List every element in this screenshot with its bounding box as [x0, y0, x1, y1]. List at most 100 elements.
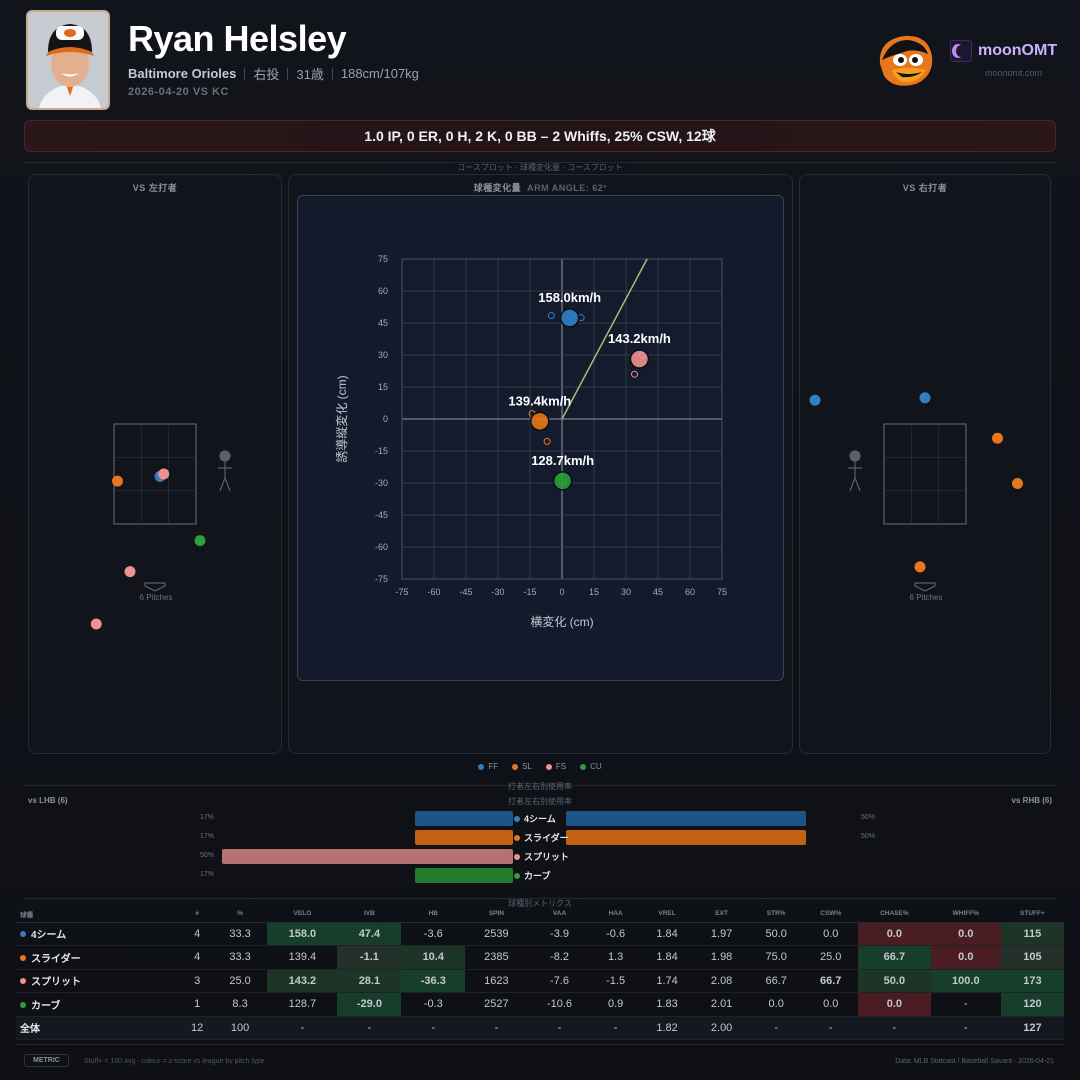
table-cell: -3.9 — [527, 922, 592, 946]
table-cell: - — [267, 1016, 338, 1040]
table-cell: 3 — [181, 969, 213, 993]
table-cell: - — [858, 1016, 931, 1040]
usage-pitch-label: カーブ — [514, 869, 550, 882]
table-cell: 127 — [1000, 1016, 1064, 1040]
pitch-dot-icon — [514, 853, 520, 860]
player-photo — [26, 10, 110, 110]
table-cell: -36.3 — [401, 969, 466, 993]
table-cell: - — [591, 1016, 640, 1040]
location-plot-rhb — [809, 392, 1023, 592]
location-plot-lhb — [90, 423, 232, 630]
location-pitch-SL — [112, 475, 123, 487]
velo-label-FS: 143.2km/h — [608, 331, 671, 346]
table-cell: 2.08 — [694, 969, 749, 993]
location-pitch-SL — [914, 561, 926, 573]
table-cell: 2385 — [465, 945, 528, 970]
table-cell: 1.98 — [694, 945, 749, 970]
movement-chart: -75 -60 -45 -30 -15 0 15 30 45 60 75 75 60 45 30 15 0 -15… — [334, 254, 727, 629]
legend-dot-icon — [580, 763, 587, 770]
y-tick-label: 0 — [383, 414, 388, 424]
home-plate-icon — [144, 582, 166, 592]
pitch-count-rhb: 6 Pitches — [909, 593, 943, 602]
metrics-header-cell: # — [181, 906, 213, 923]
table-cell: 143.2 — [267, 969, 338, 993]
usage-pitch-name: 4シーム — [524, 814, 556, 824]
x-tick-label: -15 — [523, 587, 536, 597]
divider — [244, 67, 246, 80]
plot-border — [401, 258, 723, 580]
table-cell: 100.0 — [930, 969, 1001, 993]
metrics-divider — [24, 898, 1056, 899]
usage-bar-lhb — [414, 868, 513, 883]
metrics-table: 球種 #% VELO IVB HB SPIN VAA HAA VREL EXT STR% CSW% CH… — [16, 906, 1064, 1040]
usage-row-FS: 50% スプリット — [0, 849, 1080, 864]
usage-pct-lhb: 17% — [200, 833, 215, 840]
location-pitch-FF — [919, 392, 931, 404]
location-pitch-SL — [992, 432, 1003, 444]
table-cell: 0.0 — [803, 992, 859, 1017]
y-tick-label: 60 — [378, 286, 388, 296]
table-cell: 66.7 — [803, 969, 859, 993]
legend-dot-icon — [545, 763, 552, 770]
usage-pct-lhb: 17% — [200, 871, 215, 878]
table-cell: 2.00 — [694, 1016, 749, 1040]
table-cell: - — [930, 1016, 1001, 1040]
table-cell: -10.6 — [527, 992, 592, 1017]
usage-pitch-name: カーブ — [524, 871, 551, 881]
usage-bar-lhb — [222, 849, 513, 864]
table-cell: 1.83 — [639, 992, 695, 1017]
y-tick-label: -75 — [375, 574, 388, 584]
y-tick-label: 75 — [378, 254, 388, 264]
metrics-header-cell: VAA — [527, 906, 592, 923]
table-cell: 4 — [181, 922, 213, 946]
pitch-avg-CU — [552, 471, 573, 491]
metrics-header-cell: HB — [401, 906, 466, 923]
table-cell: 4 — [181, 945, 213, 970]
metrics-header-cell: % — [212, 906, 268, 923]
y-tick-label: 15 — [378, 382, 388, 392]
game-summary: 1.0 IP, 0 ER, 0 H, 2 K, 0 BB – 2 Whiffs,… — [24, 120, 1056, 152]
metrics-header-cell: 球種 — [16, 906, 182, 923]
table-cell: カーブ — [16, 992, 182, 1017]
legend-item-FF: FF — [478, 762, 498, 771]
player-body: 188cm/107kg — [340, 66, 419, 81]
panel-movement: 球種変化量 ARM ANGLE: 62° -75 -60 -45 -30 -15 0 15 30… — [288, 174, 793, 754]
table-cell: 66.7 — [858, 945, 931, 970]
table-cell: 1.82 — [639, 1016, 695, 1040]
usage-pct-lhb: 17% — [200, 814, 215, 821]
usage-divider — [24, 785, 1056, 786]
table-cell: 1.84 — [639, 945, 695, 970]
usage-pct-lhb: 50% — [200, 852, 215, 859]
location-pitch-FS — [90, 618, 102, 630]
pitch-point-FS — [631, 370, 639, 378]
x-tick-label: 60 — [685, 587, 695, 597]
x-tick-label: -45 — [459, 587, 472, 597]
table-cell: 50.0 — [748, 922, 804, 946]
location-pitch-CU — [194, 535, 206, 547]
table-cell: -1.5 — [591, 969, 640, 993]
y-tick-label: 45 — [378, 318, 388, 328]
metrics-header-cell: SPIN — [465, 906, 528, 923]
table-cell: 2539 — [465, 922, 528, 946]
table-cell: 8.3 — [212, 992, 268, 1017]
usage-title: 打者左右別使用率 — [508, 797, 572, 806]
strike-zone — [113, 423, 197, 525]
legend-label: FS — [555, 762, 567, 771]
table-cell: 25.0 — [212, 969, 268, 993]
table-cell: 50.0 — [858, 969, 931, 993]
table-cell: - — [748, 1016, 804, 1040]
table-cell: 2527 — [465, 992, 528, 1017]
pitch-dot-icon — [20, 931, 26, 938]
table-cell: 139.4 — [267, 945, 338, 970]
metrics-header-row: 球種 #% VELO IVB HB SPIN VAA HAA VREL EXT STR% CSW% CH… — [16, 906, 1064, 923]
pitch-dot-icon — [20, 1001, 26, 1008]
pitch-dot-icon — [514, 872, 520, 879]
usage-title-top: 打者左右別使用率 — [508, 782, 572, 791]
table-cell: 1.84 — [639, 922, 695, 946]
usage-row-SL: 17% 50% スライダー — [0, 830, 1080, 845]
table-cell: 0.9 — [591, 992, 640, 1017]
home-plate-icon — [914, 582, 936, 592]
game-date: 2026-04-20 VS KC — [128, 86, 229, 98]
table-cell: スライダー — [16, 945, 182, 970]
metrics-header-cell: EXT — [694, 906, 749, 923]
